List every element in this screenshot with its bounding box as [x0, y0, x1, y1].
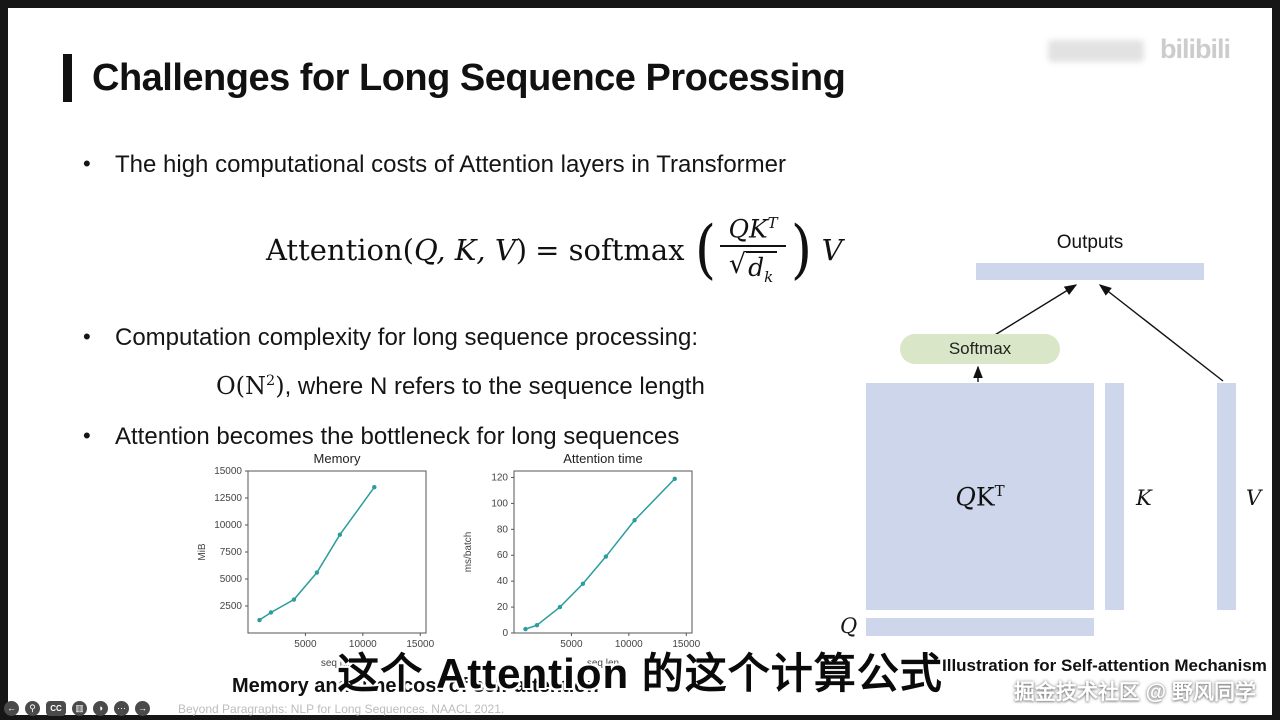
svg-text:40: 40	[497, 576, 509, 587]
softmax-block: Softmax	[900, 334, 1060, 364]
formula-paren-close: )	[515, 233, 528, 268]
sqrt-symbol: √	[728, 249, 747, 281]
formula-tail: V	[821, 233, 843, 268]
bullet-complexity: • Computation complexity for long sequen…	[83, 324, 698, 352]
svg-text:seq len: seq len	[587, 658, 619, 669]
outputs-label: Outputs	[1056, 232, 1124, 253]
bullet-text: Computation complexity for long sequence…	[115, 324, 698, 351]
v-matrix-bar	[1217, 383, 1236, 610]
title-accent-bar	[63, 54, 72, 102]
diagram-arrows	[973, 284, 1224, 382]
svg-text:100: 100	[491, 498, 508, 509]
presentation-slide: Challenges for Long Sequence Processing …	[8, 8, 1272, 715]
svg-text:12500: 12500	[214, 493, 242, 504]
svg-text:0: 0	[502, 628, 508, 639]
attention-time-chart: 5000 10000 15000 0 20 40 60 80 100 120 Attention t…	[463, 451, 701, 669]
forward-icon[interactable]: →	[135, 701, 150, 716]
sqrt-body: dk	[746, 251, 778, 286]
video-subtitle: 这个 Attention 的这个计算公式	[337, 650, 943, 697]
bullet-text: The high computational costs of Attentio…	[115, 151, 787, 178]
bilibili-logo-watermark: bilibili	[1160, 34, 1231, 64]
attention-formula: Attention(Q, K, V) = softmax ( QKT √ dk …	[266, 214, 851, 286]
formula-fraction: QKT √ dk	[720, 214, 786, 286]
player-controls: ← ⚲ CC ▥ ◑ ⋯ →	[4, 701, 150, 716]
self-attention-diagram: Outputs Softmax QKT K V Q Illustration f…	[838, 226, 1280, 696]
svg-text:MiB: MiB	[197, 543, 208, 561]
v-label: V	[1246, 486, 1262, 510]
svg-text:10000: 10000	[349, 639, 377, 650]
memory-chart: 5000 10000 15000 2500 5000 7500 10000 12500 1500…	[197, 451, 435, 669]
bullet-bottleneck: • Attention becomes the bottleneck for l…	[83, 423, 679, 451]
svg-text:5000: 5000	[294, 639, 317, 650]
formula-args: Q, K, V	[413, 233, 516, 268]
formula-numerator: QKT	[720, 214, 786, 248]
svg-text:Attention time: Attention time	[563, 451, 643, 466]
formula-denominator: √ dk	[728, 247, 778, 286]
complexity-close: )	[275, 372, 285, 400]
chart-caption: Memory and time cost of self-attention	[232, 675, 599, 697]
k-matrix-bar	[1105, 383, 1124, 610]
formula-big-paren-open: (	[694, 212, 716, 287]
svg-text:10000: 10000	[214, 520, 242, 531]
bullet-computational-costs: • The high computational costs of Attent…	[83, 151, 786, 179]
svg-text:20: 20	[497, 602, 509, 613]
svg-text:120: 120	[491, 472, 508, 483]
svg-text:Memory: Memory	[314, 451, 361, 466]
qkt-matrix-block: QKT	[866, 383, 1094, 610]
cc-icon[interactable]: CC	[46, 701, 66, 716]
bullet-text: Attention becomes the bottleneck for lon…	[115, 423, 680, 450]
k-label: K	[1136, 486, 1152, 510]
formula-equals: = softmax	[535, 233, 685, 268]
svg-text:10000: 10000	[615, 639, 643, 650]
svg-text:80: 80	[497, 524, 509, 535]
svg-text:60: 60	[497, 550, 509, 561]
svg-text:7500: 7500	[220, 547, 243, 558]
more-icon[interactable]: ⋯	[114, 701, 129, 716]
contrast-icon[interactable]: ◑	[93, 701, 108, 716]
uploader-watermark-blur	[1048, 40, 1144, 62]
formula-name: Attention	[266, 233, 403, 268]
svg-text:ms/batch: ms/batch	[463, 532, 474, 573]
svg-text:15000: 15000	[672, 639, 700, 650]
svg-text:5000: 5000	[560, 639, 583, 650]
complexity-rest: , where N refers to the sequence length	[284, 373, 705, 400]
complexity-sup: 2	[266, 373, 276, 389]
back-icon[interactable]: ←	[4, 701, 19, 716]
slide-title: Challenges for Long Sequence Processing	[92, 56, 846, 99]
bullet-dot: •	[83, 151, 91, 176]
complexity-pre: O(N	[216, 372, 267, 400]
q-label: Q	[840, 614, 858, 638]
formula-big-paren-close: )	[790, 212, 812, 287]
outputs-bar	[976, 263, 1204, 280]
svg-text:2500: 2500	[220, 601, 243, 612]
q-matrix-bar	[866, 618, 1094, 636]
svg-text:seq len: seq len	[321, 658, 353, 669]
svg-text:5000: 5000	[220, 574, 243, 585]
svg-text:15000: 15000	[214, 466, 242, 477]
citation-text: Beyond Paragraphs: NLP for Long Sequence…	[178, 702, 505, 716]
formula-paren-open: (	[402, 233, 414, 268]
svg-text:15000: 15000	[406, 639, 434, 650]
panel-icon[interactable]: ▥	[72, 701, 87, 716]
community-watermark: 掘金技术社区 @ 野风同学	[1013, 681, 1256, 704]
search-icon[interactable]: ⚲	[25, 701, 40, 716]
bullet-dot: •	[83, 423, 91, 448]
diagram-caption: Illustration for Self-attention Mechanis…	[942, 656, 1267, 675]
bullet-dot: •	[83, 324, 91, 349]
slide-title-row: Challenges for Long Sequence Processing	[63, 54, 846, 102]
complexity-line: O(N2), where N refers to the sequence le…	[216, 372, 705, 401]
